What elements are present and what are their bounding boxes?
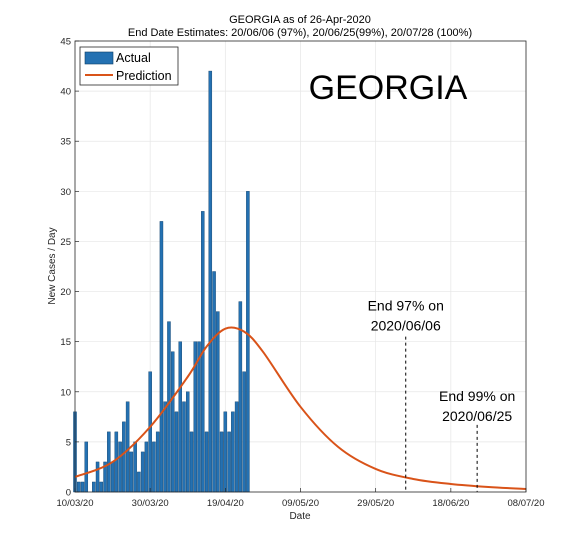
chart-subtitle: End Date Estimates: 20/06/06 (97%), 20/0… — [128, 27, 472, 39]
bar — [133, 441, 137, 493]
bar — [118, 441, 122, 493]
bar — [204, 431, 209, 493]
legend-swatch-actual — [84, 51, 114, 65]
y-tick-label: 35 — [60, 137, 71, 148]
x-tick-label: 29/05/20 — [357, 498, 394, 509]
bar — [125, 401, 130, 493]
state-big-label: GEORGIA — [309, 69, 468, 107]
bar — [163, 401, 167, 493]
bar — [167, 321, 171, 493]
y-tick-label: 20 — [60, 287, 71, 298]
y-tick-label: 10 — [60, 387, 71, 398]
bar — [84, 441, 89, 493]
prediction-line — [74, 326, 527, 490]
y-axis-label: New Cases / Day — [47, 227, 58, 304]
bar — [212, 271, 216, 493]
x-tick-label: 19/04/20 — [207, 498, 244, 509]
line-layer — [74, 326, 527, 490]
x-tick-label: 18/06/20 — [432, 498, 469, 509]
chart-title: GEORGIA as of 26-Apr-2020 — [229, 14, 371, 26]
bar — [182, 401, 186, 493]
bar — [208, 70, 213, 493]
end-date-annotation: 2020/06/25 — [442, 408, 512, 424]
legend-label-prediction: Prediction — [116, 69, 172, 83]
bar — [92, 481, 96, 493]
annot-layer: End 97% on 2020/06/06 End 99% on 2020/06/25 — [368, 298, 515, 492]
bar — [186, 391, 190, 493]
x-tick-label: 09/05/20 — [282, 498, 319, 509]
end-date-annotation: End 99% on — [439, 388, 515, 404]
bar — [77, 481, 81, 493]
bar — [99, 481, 104, 493]
y-tick-label: 0 — [66, 488, 71, 499]
bar — [140, 451, 145, 493]
bar — [242, 371, 246, 493]
bar — [107, 431, 111, 493]
bar — [189, 431, 194, 493]
x-axis-label: Date — [289, 511, 311, 522]
bar — [129, 451, 134, 493]
ticks-layer: 0 5 10 15 20 25 30 35 40 45 10/03/20 30/03/20 19/04/… — [57, 37, 545, 510]
x-tick-label: 10/03/20 — [57, 498, 94, 509]
legend: Actual Prediction — [79, 46, 179, 86]
bar — [155, 431, 160, 493]
bar — [216, 311, 220, 493]
y-tick-label: 45 — [60, 37, 71, 48]
bar — [95, 461, 100, 493]
bar — [234, 401, 239, 493]
y-tick-label: 15 — [60, 337, 71, 348]
bar — [170, 351, 175, 493]
bar — [159, 221, 164, 493]
end-date-annotation: 2020/06/06 — [371, 318, 441, 334]
bar — [178, 341, 182, 493]
y-tick-label: 5 — [66, 437, 71, 448]
bar — [174, 411, 179, 493]
legend-label-actual: Actual — [116, 51, 151, 65]
y-tick-label: 40 — [60, 87, 71, 98]
end-date-annotation: End 97% on — [368, 298, 444, 314]
bar — [137, 471, 141, 493]
bar — [227, 431, 231, 493]
bar — [152, 441, 156, 493]
bar — [114, 431, 119, 493]
bar — [122, 421, 126, 493]
y-tick-label: 25 — [60, 237, 71, 248]
bar — [197, 341, 201, 493]
bar — [148, 371, 152, 493]
bar — [223, 411, 228, 493]
bar — [110, 461, 115, 493]
x-tick-label: 08/07/20 — [508, 498, 545, 509]
bar — [80, 481, 85, 493]
bar — [246, 191, 250, 493]
bar — [231, 411, 235, 493]
bar — [144, 441, 149, 493]
x-tick-label: 30/03/20 — [132, 498, 169, 509]
bar — [219, 431, 224, 493]
y-tick-label: 30 — [60, 187, 71, 198]
